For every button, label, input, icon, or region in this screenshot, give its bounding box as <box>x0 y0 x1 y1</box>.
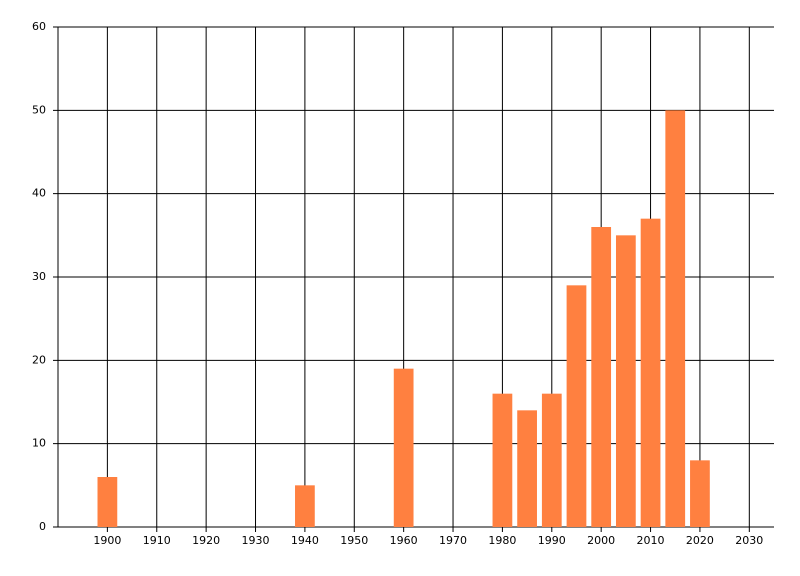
bar <box>492 393 513 527</box>
y-tick-label: 20 <box>32 353 46 366</box>
x-tick-label: 2020 <box>686 534 714 547</box>
bar <box>541 393 562 527</box>
y-tick-label: 50 <box>32 103 46 116</box>
x-tick-label: 2030 <box>735 534 763 547</box>
bar <box>690 460 710 527</box>
x-tick-label: 1910 <box>143 534 171 547</box>
x-tick-label: 1970 <box>439 534 467 547</box>
y-tick-label: 60 <box>32 20 46 33</box>
bar <box>615 235 636 528</box>
y-tick-label: 0 <box>39 520 46 533</box>
x-tick-label: 1980 <box>488 534 516 547</box>
x-tick-label: 1920 <box>192 534 220 547</box>
bar <box>393 368 414 527</box>
x-tick-label: 1930 <box>242 534 270 547</box>
bar <box>295 485 315 527</box>
x-tick-label: 1940 <box>291 534 319 547</box>
bar <box>517 410 537 527</box>
y-tick-label: 30 <box>32 270 46 283</box>
x-tick-label: 1950 <box>340 534 368 547</box>
bar <box>97 477 118 527</box>
x-tick-label: 2000 <box>587 534 615 547</box>
y-tick-label: 40 <box>32 187 46 200</box>
x-tick-label: 1900 <box>93 534 121 547</box>
bar <box>591 227 612 527</box>
x-tick-label: 1960 <box>390 534 418 547</box>
x-tick-label: 2010 <box>637 534 665 547</box>
bar <box>640 218 661 527</box>
bar <box>665 110 686 527</box>
y-tick-label: 10 <box>32 437 46 450</box>
bar <box>566 285 587 527</box>
x-tick-label: 1990 <box>538 534 566 547</box>
